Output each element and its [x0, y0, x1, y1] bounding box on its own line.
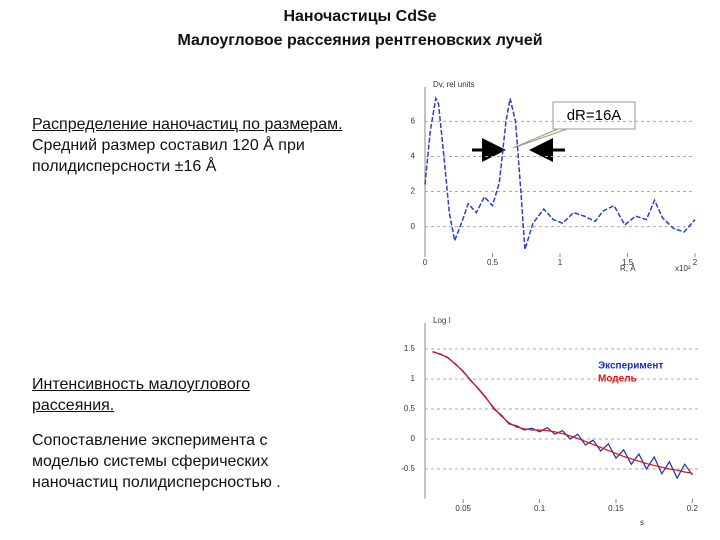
text-block: Распределение наночастиц по размерам. Сре…	[32, 114, 392, 177]
y-tick-label: 1	[411, 374, 416, 383]
y-tick-label: 1.5	[404, 344, 416, 353]
x-tick-label: 0.05	[455, 504, 471, 513]
heading: Интенсивность малоуглового рассеяния.	[32, 376, 251, 414]
y-tick-label: 0.5	[404, 404, 416, 413]
x-axis-label: s	[640, 518, 644, 527]
x-tick-label: 0	[423, 258, 428, 267]
y-tick-label: 0	[411, 434, 416, 443]
x-tick-label: 1	[558, 258, 563, 267]
body-text: Сопоставление эксперимента с моделью сис…	[32, 432, 281, 491]
y-axis-label: Log I	[433, 316, 451, 325]
x-tick-label: 2	[693, 258, 698, 267]
body-text: Средний размер составил 120 Å при полиди…	[32, 137, 305, 175]
line	[432, 351, 693, 474]
x-tick-label: 0.2	[687, 504, 699, 513]
x-axis-unit: x10²	[675, 264, 691, 273]
x-tick-label: 0.5	[487, 258, 499, 267]
text-block: Интенсивность малоуглового рассеяния. Соп…	[32, 374, 302, 493]
annotation: dR=16A	[567, 107, 622, 124]
slide-title: Наночастицы CdSe	[283, 8, 437, 25]
callout-box	[552, 101, 636, 130]
x-axis-label: R, Å	[620, 264, 636, 273]
y-tick-label: 6	[411, 116, 416, 125]
y-axis-label: Dv, rel units	[433, 80, 475, 89]
legend-box	[596, 358, 690, 388]
line	[424, 96, 696, 250]
legend-entry: Эксперимент	[598, 361, 663, 372]
callout-pointer	[512, 127, 571, 149]
slide-subtitle: Малоугловое рассеяния рентгеновских луче…	[177, 32, 543, 49]
y-tick-label: -0.5	[401, 464, 415, 473]
y-tick-label: 2	[411, 187, 416, 196]
y-tick-label: 0	[411, 222, 416, 231]
legend-entry: Модель	[598, 374, 637, 385]
y-tick-label: 4	[411, 152, 416, 161]
x-tick-label: 1.5	[622, 258, 634, 267]
x-tick-label: 0.15	[608, 504, 624, 513]
heading: Распределение наночастиц по размерам.	[32, 116, 343, 133]
x-tick-label: 0.1	[534, 504, 546, 513]
